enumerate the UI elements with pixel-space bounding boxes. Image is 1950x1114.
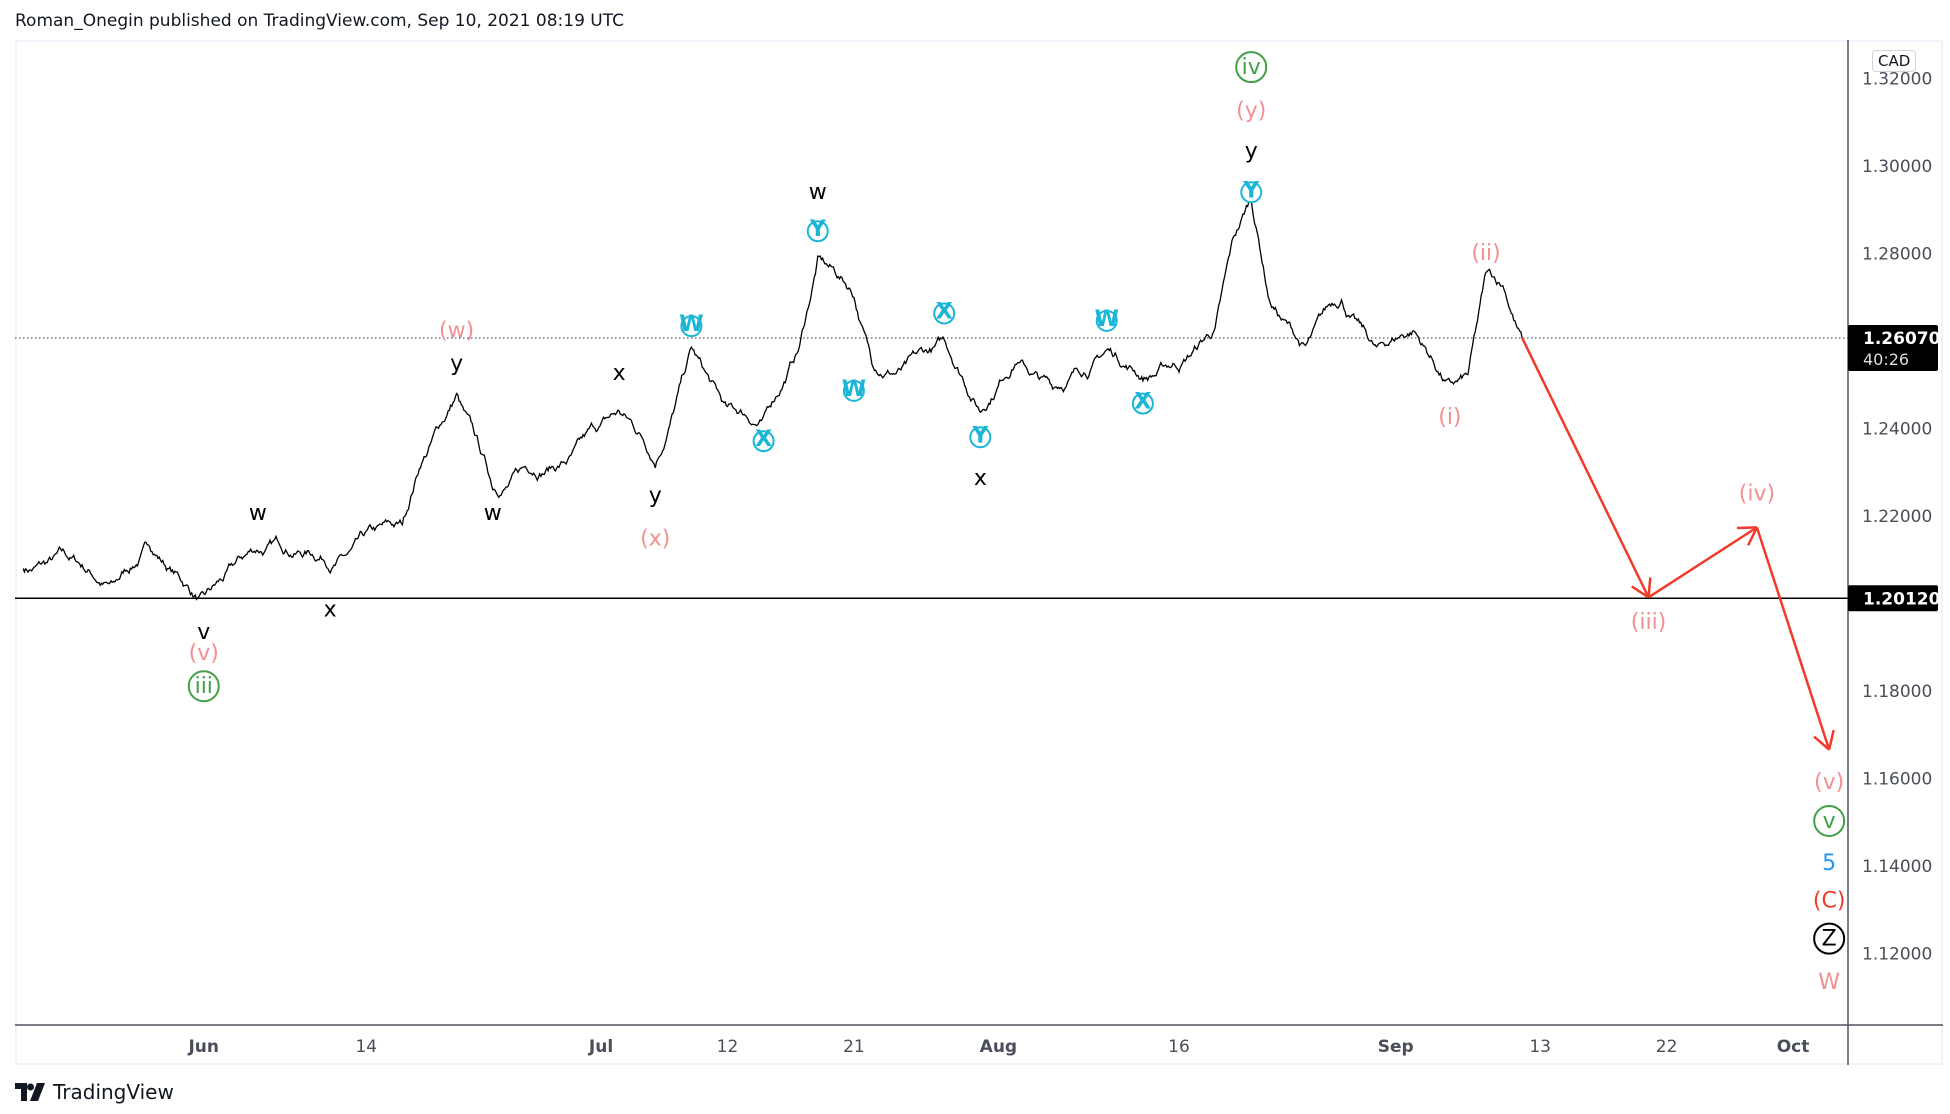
wave-label[interactable]: (ii) — [1471, 241, 1500, 266]
wave-label[interactable]: (iii) — [1631, 610, 1667, 635]
price-tag-value: 1.26070 — [1863, 329, 1941, 349]
projection-arrow-segment[interactable] — [1755, 526, 1831, 751]
wave-label[interactable]: v — [1823, 809, 1836, 834]
wave-label[interactable]: W — [1818, 970, 1840, 995]
price-tick-label: 1.30000 — [1862, 157, 1932, 177]
wave-label[interactable]: W — [1095, 307, 1119, 332]
wave-label[interactable]: iv — [1242, 55, 1261, 80]
wave-label[interactable]: (v) — [189, 641, 219, 666]
price-tag — [1848, 324, 1938, 371]
wave-label[interactable]: (x) — [640, 526, 670, 551]
time-tick-label: Jun — [187, 1037, 219, 1057]
publication-header: Roman_Onegin published on TradingView.co… — [15, 11, 624, 31]
time-tick-label: 16 — [1168, 1037, 1190, 1057]
wave-label[interactable]: Y — [1242, 178, 1260, 203]
wave-label[interactable]: (v) — [1814, 770, 1844, 795]
wave-label-circle — [1235, 51, 1268, 84]
wave-label[interactable]: Y — [971, 423, 989, 448]
price-tag — [1848, 585, 1938, 612]
time-tick-label: 21 — [843, 1037, 865, 1057]
wave-label[interactable]: X — [1134, 390, 1151, 415]
wave-label[interactable]: 5 — [1822, 851, 1836, 876]
wave-label[interactable]: w — [484, 501, 502, 526]
wave-label-circle — [1813, 804, 1846, 837]
projection-arrow-segment[interactable] — [1521, 337, 1650, 598]
wave-label-circle — [842, 379, 865, 402]
time-tick-label: 12 — [717, 1037, 739, 1057]
footer: TradingView — [15, 1080, 174, 1104]
wave-label[interactable]: (C) — [1813, 889, 1846, 914]
arrow-head — [1647, 577, 1652, 598]
price-tick-label: 1.22000 — [1862, 507, 1932, 527]
time-tick-label: Jul — [588, 1037, 613, 1057]
wave-label[interactable]: X — [755, 427, 772, 452]
wave-label[interactable]: v — [197, 620, 210, 645]
arrow-head — [1813, 735, 1830, 751]
price-tick-label: 1.32000 — [1862, 70, 1932, 90]
time-tick-label: 14 — [355, 1037, 377, 1057]
currency-badge[interactable]: CAD — [1872, 50, 1917, 72]
wave-label-circle — [680, 315, 703, 338]
price-tick-label: 1.14000 — [1862, 857, 1932, 877]
wave-label[interactable]: y — [649, 484, 662, 509]
wave-label[interactable]: y — [450, 351, 463, 376]
price-tick-label: 1.12000 — [1862, 945, 1932, 965]
tradingview-logo-icon — [15, 1083, 45, 1101]
arrow-head — [1746, 526, 1759, 546]
price-tick-label: 1.24000 — [1862, 420, 1932, 440]
wave-label-circle — [933, 302, 956, 325]
price-tick-label: 1.28000 — [1862, 245, 1932, 265]
wave-label[interactable]: (y) — [1236, 99, 1266, 124]
price-series-line — [22, 198, 1523, 601]
wave-label[interactable]: w — [249, 501, 267, 526]
wave-label[interactable]: x — [974, 466, 987, 491]
wave-label-circle — [806, 220, 829, 243]
chart-frame — [15, 40, 1943, 1065]
wave-label[interactable]: (w) — [439, 319, 474, 344]
price-tick-label: 1.16000 — [1862, 770, 1932, 790]
arrow-head — [1631, 585, 1650, 599]
time-tick-label: Aug — [980, 1037, 1017, 1057]
wave-label[interactable]: x — [324, 597, 337, 622]
wave-label-circle — [752, 430, 775, 453]
time-tick-label: Oct — [1777, 1037, 1810, 1057]
price-tick-label: 1.18000 — [1862, 682, 1932, 702]
wave-label[interactable]: W — [679, 312, 703, 337]
wave-label[interactable]: W — [842, 377, 866, 402]
arrow-head — [1827, 729, 1835, 750]
wave-label[interactable]: w — [809, 180, 827, 205]
wave-label-circle — [969, 426, 992, 449]
arrow-head — [1736, 526, 1757, 530]
wave-label-circle — [1131, 392, 1154, 415]
wave-label[interactable]: x — [613, 361, 626, 386]
wave-label[interactable]: Z — [1822, 927, 1837, 952]
price-tag-value: 1.20120 — [1863, 589, 1941, 609]
wave-label[interactable]: (i) — [1438, 405, 1461, 430]
wave-label-circle — [1813, 922, 1846, 955]
bar-countdown: 40:26 — [1863, 350, 1909, 369]
projection-arrow-segment[interactable] — [1647, 526, 1758, 599]
time-tick-label: Sep — [1378, 1037, 1414, 1057]
wave-label[interactable]: y — [1245, 139, 1258, 164]
wave-label[interactable]: (iv) — [1739, 481, 1775, 506]
footer-brand: TradingView — [53, 1080, 174, 1104]
wave-label[interactable]: iii — [195, 674, 213, 699]
time-tick-label: 22 — [1656, 1037, 1678, 1057]
wave-label-circle — [1095, 309, 1118, 332]
wave-label-circle — [187, 670, 220, 703]
time-tick-label: 13 — [1529, 1037, 1551, 1057]
wave-label[interactable]: Y — [809, 217, 827, 242]
wave-label[interactable]: X — [936, 299, 953, 324]
wave-label-circle — [1240, 181, 1263, 204]
